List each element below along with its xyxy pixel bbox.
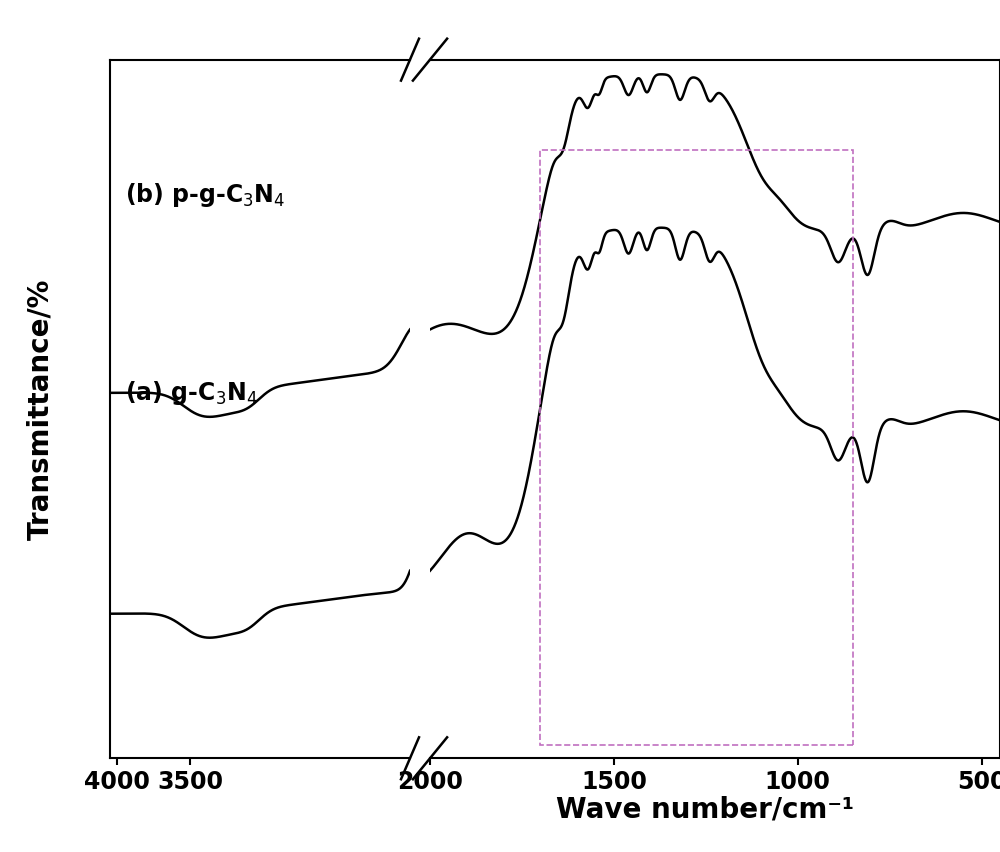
Text: Wave number/cm⁻¹: Wave number/cm⁻¹ [556, 796, 854, 823]
Bar [540, 150, 853, 745]
Text: (b) p-g-C$_3$N$_4$: (b) p-g-C$_3$N$_4$ [125, 181, 285, 209]
Text: (a) g-C$_3$N$_4$: (a) g-C$_3$N$_4$ [125, 379, 257, 407]
Text: Transmittance/%: Transmittance/% [26, 279, 54, 539]
